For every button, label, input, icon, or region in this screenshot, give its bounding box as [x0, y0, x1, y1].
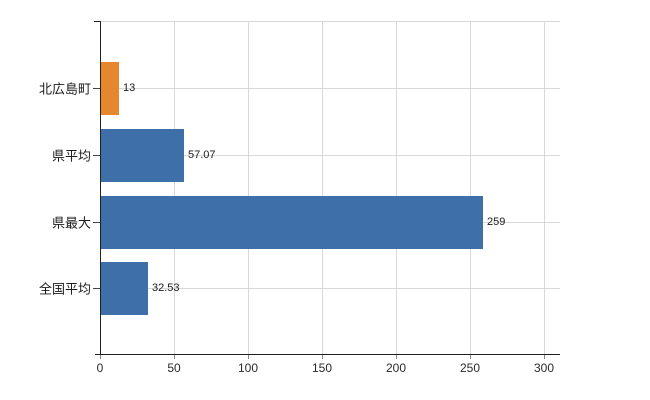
x-tick-label: 200 — [385, 361, 407, 375]
x-axis-tick — [248, 354, 249, 359]
x-tick-label: 0 — [96, 361, 104, 375]
plot-top-border — [100, 21, 560, 22]
x-axis-tick — [470, 354, 471, 359]
plot-area — [100, 21, 560, 354]
x-tick-label: 150 — [311, 361, 333, 375]
y-axis-tick — [93, 222, 100, 223]
x-gridline — [470, 21, 471, 354]
bar — [101, 61, 119, 115]
x-axis-tick — [100, 354, 101, 359]
bar — [101, 261, 148, 315]
x-axis-line — [95, 354, 560, 355]
bar — [101, 195, 483, 249]
y-axis-top-tick — [94, 21, 100, 22]
x-tick-label: 50 — [167, 361, 181, 375]
x-tick-label: 100 — [237, 361, 259, 375]
category-label: 県最大 — [51, 215, 91, 231]
x-axis-tick — [396, 354, 397, 359]
category-label: 北広島町 — [38, 81, 91, 97]
y-axis-tick — [93, 155, 100, 156]
x-gridline — [248, 21, 249, 354]
category-gridline — [100, 155, 560, 156]
category-gridline — [100, 288, 560, 289]
category-gridline — [100, 88, 560, 89]
x-axis-tick — [322, 354, 323, 359]
x-tick-label: 300 — [533, 361, 555, 375]
bar-value-label: 32.53 — [152, 282, 180, 294]
x-gridline — [322, 21, 323, 354]
x-gridline — [396, 21, 397, 354]
bar-value-label: 13 — [123, 82, 136, 94]
x-axis-tick — [544, 354, 545, 359]
bar — [101, 128, 184, 182]
x-tick-label: 250 — [459, 361, 481, 375]
x-axis-tick — [174, 354, 175, 359]
y-axis-line — [100, 21, 101, 355]
category-label: 全国平均 — [38, 281, 91, 297]
y-axis-tick — [93, 288, 100, 289]
y-axis-tick — [93, 88, 100, 89]
bar-value-label: 259 — [487, 216, 506, 228]
bar-value-label: 57.07 — [188, 149, 216, 161]
x-gridline — [544, 21, 545, 354]
x-gridline — [174, 21, 175, 354]
category-label: 県平均 — [51, 148, 91, 164]
